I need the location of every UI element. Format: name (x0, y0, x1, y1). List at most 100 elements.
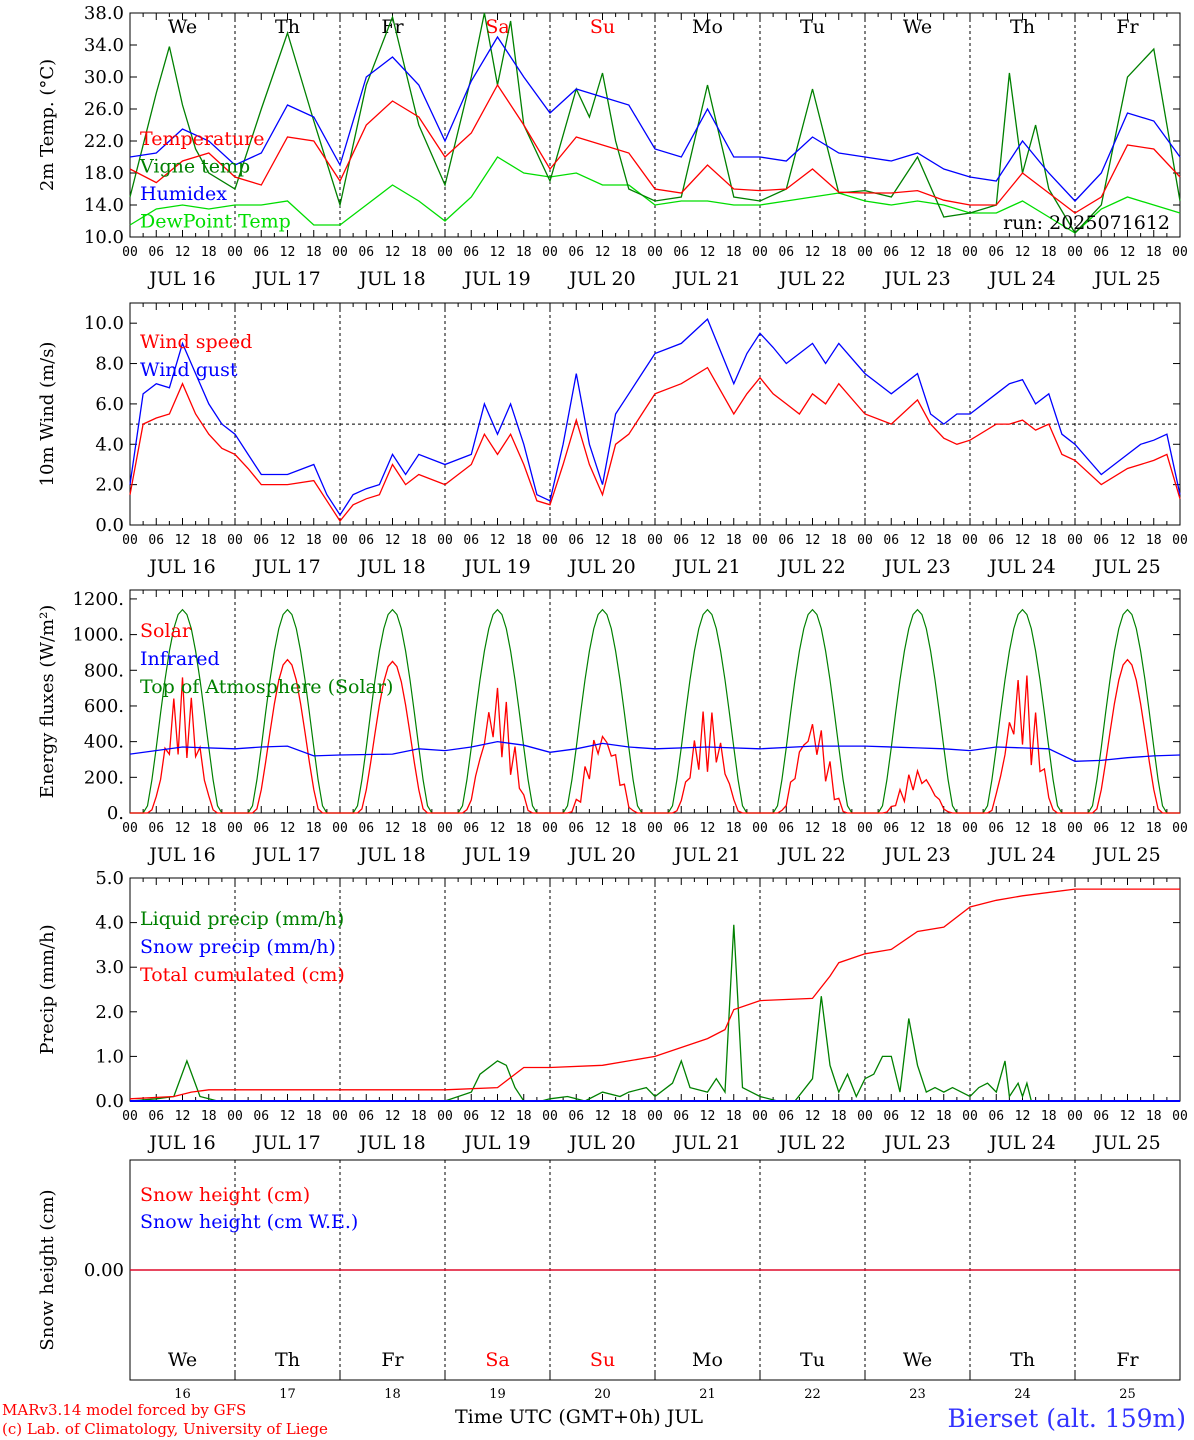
hour-label: 06 (463, 1109, 479, 1124)
hour-label: 18 (621, 1109, 637, 1124)
hour-label: 06 (568, 1109, 584, 1124)
hour-label: 00 (542, 1109, 558, 1124)
hour-label: 00 (227, 533, 243, 548)
hour-label: 12 (805, 821, 821, 836)
hour-label: 12 (910, 245, 926, 260)
hour-label: 00 (962, 821, 978, 836)
day-number: 22 (804, 1387, 821, 1402)
y-tick-label: 3.0 (95, 957, 124, 978)
hour-label: 06 (463, 821, 479, 836)
hour-label: 18 (411, 245, 427, 260)
date-label: JUL 23 (882, 556, 950, 578)
temp-legend-3: DewPoint Temp (140, 211, 291, 233)
precip-legend-2: Total cumulated (cm) (140, 964, 345, 986)
date-label: JUL 18 (357, 268, 425, 290)
hour-label: 00 (1067, 1109, 1083, 1124)
hour-label: 00 (122, 821, 138, 836)
hour-label: 06 (568, 245, 584, 260)
y-tick-label: 0.0 (95, 515, 124, 536)
y-tick-label: 800. (84, 660, 124, 681)
hour-label: 00 (542, 821, 558, 836)
y-axis-label-3: Precip (mm/h) (37, 924, 58, 1054)
hour-label: 12 (1120, 245, 1136, 260)
y-tick-label: 10.0 (84, 227, 124, 248)
hour-label: 06 (253, 245, 269, 260)
precip-legend-0: Liquid precip (mm/h) (140, 908, 344, 930)
hour-label: 18 (201, 533, 217, 548)
hour-label: 06 (358, 245, 374, 260)
date-label: JUL 16 (147, 1132, 215, 1154)
hour-label: 06 (988, 533, 1004, 548)
hour-label: 00 (332, 821, 348, 836)
hour-label: 00 (857, 533, 873, 548)
hour-label: 18 (306, 533, 322, 548)
day-number: 20 (594, 1387, 611, 1402)
date-label: JUL 18 (357, 1132, 425, 1154)
hour-label: 12 (280, 533, 296, 548)
y-tick-label: 38.0 (84, 3, 124, 24)
hour-label: 06 (148, 533, 164, 548)
hour-label: 06 (358, 1109, 374, 1124)
date-label: JUL 21 (672, 1132, 740, 1154)
hour-label: 00 (542, 533, 558, 548)
hour-label: 06 (778, 821, 794, 836)
hour-label: 18 (1041, 821, 1057, 836)
y-tick-label: 1000. (72, 625, 124, 646)
hour-label: 06 (568, 821, 584, 836)
hour-label: 00 (1067, 533, 1083, 548)
date-label: JUL 19 (462, 844, 530, 866)
date-label: JUL 20 (567, 844, 635, 866)
date-label: JUL 24 (987, 1132, 1055, 1154)
hour-label: 00 (1172, 245, 1188, 260)
hour-label: 00 (1067, 245, 1083, 260)
hour-label: 06 (568, 533, 584, 548)
date-label: JUL 25 (1092, 268, 1160, 290)
panel-0-frame (129, 12, 1181, 238)
hour-label: 06 (148, 821, 164, 836)
hour-label: 06 (148, 245, 164, 260)
hour-label: 12 (700, 1109, 716, 1124)
hour-label: 06 (883, 533, 899, 548)
hour-label: 00 (437, 821, 453, 836)
hour-label: 00 (647, 245, 663, 260)
y-tick-label: 14.0 (84, 195, 124, 216)
y-tick-label: 30.0 (84, 67, 124, 88)
hour-label: 06 (148, 1109, 164, 1124)
series-dewpoint-temp (129, 156, 1181, 234)
y-tick-label: 18.0 (84, 163, 124, 184)
hour-label: 18 (936, 245, 952, 260)
day-name: Th (275, 16, 300, 38)
day-number: 25 (1119, 1387, 1136, 1402)
hour-label: 18 (516, 245, 532, 260)
hour-label: 06 (673, 245, 689, 260)
date-label: JUL 16 (147, 268, 215, 290)
hour-label: 00 (752, 533, 768, 548)
hour-label: 00 (647, 821, 663, 836)
day-name-bottom: Su (590, 1349, 615, 1371)
hour-label: 18 (726, 533, 742, 548)
hour-label: 06 (253, 1109, 269, 1124)
hour-label: 18 (516, 1109, 532, 1124)
hour-label: 00 (857, 1109, 873, 1124)
y-tick-label: 400. (84, 732, 124, 753)
hour-label: 18 (201, 1109, 217, 1124)
day-number: 21 (699, 1387, 716, 1402)
series-wind-speed (129, 366, 1181, 523)
hour-label: 06 (253, 533, 269, 548)
y-tick-label: 0.00 (84, 1260, 124, 1281)
date-label: JUL 20 (567, 1132, 635, 1154)
hour-label: 18 (726, 821, 742, 836)
y-tick-label: 10.0 (84, 313, 124, 334)
hour-label: 12 (490, 533, 506, 548)
hour-label: 12 (490, 821, 506, 836)
hour-label: 00 (332, 245, 348, 260)
hour-label: 06 (1093, 245, 1109, 260)
date-label: JUL 17 (252, 556, 320, 578)
day-name: Mo (692, 16, 723, 38)
hour-label: 00 (1172, 533, 1188, 548)
date-label: JUL 23 (882, 844, 950, 866)
hour-label: 06 (778, 1109, 794, 1124)
hour-label: 00 (437, 245, 453, 260)
hour-label: 00 (227, 245, 243, 260)
